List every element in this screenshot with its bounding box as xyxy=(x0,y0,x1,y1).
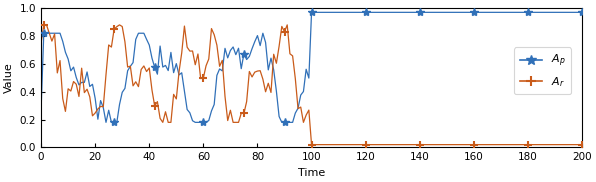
X-axis label: Time: Time xyxy=(298,168,325,178)
Legend: $A_p$, $A_r$: $A_p$, $A_r$ xyxy=(514,47,571,94)
Y-axis label: Value: Value xyxy=(4,62,14,93)
